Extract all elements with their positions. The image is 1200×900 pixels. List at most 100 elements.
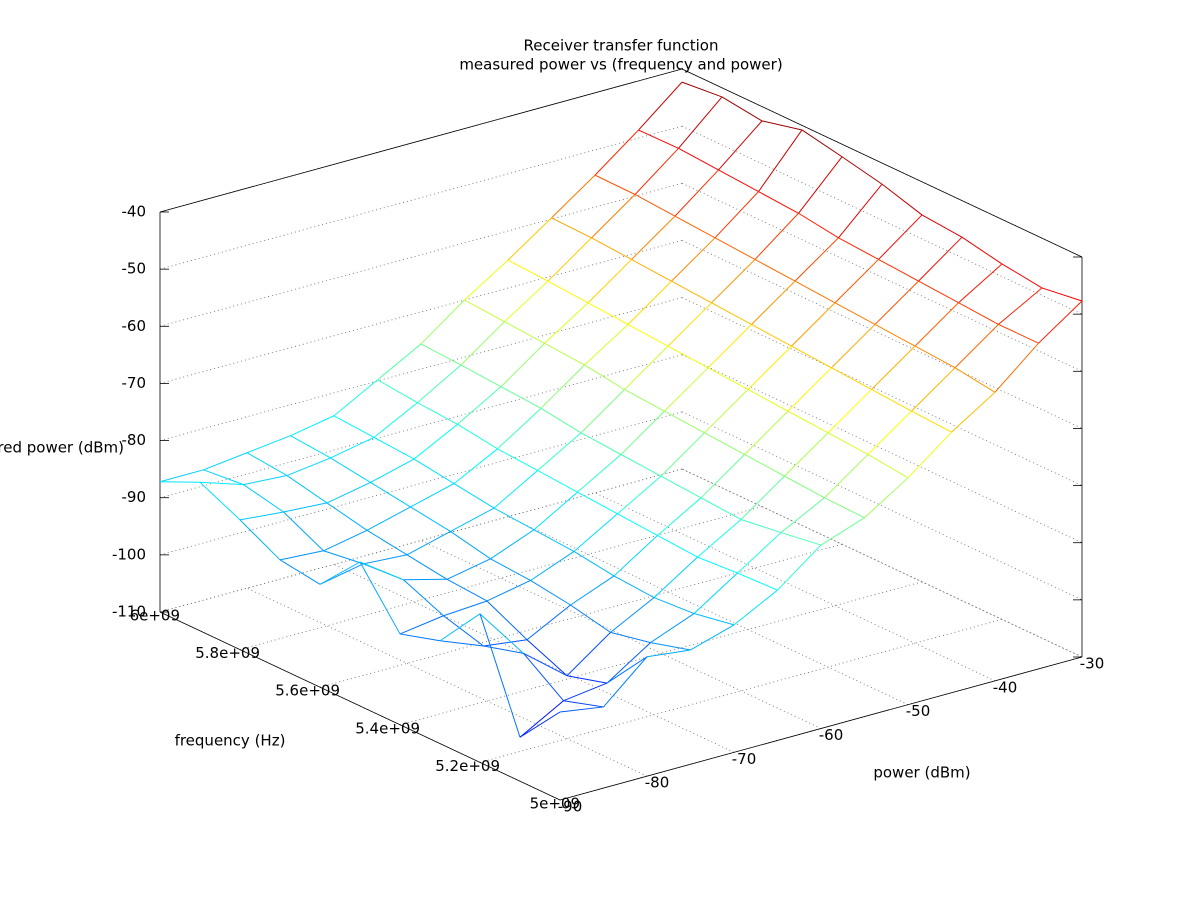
surface-segment <box>570 604 611 633</box>
surface-segment <box>417 402 458 425</box>
surface-segment <box>758 191 799 214</box>
surface-segment <box>507 259 549 282</box>
surface-segment <box>246 435 291 454</box>
surface-segment <box>678 147 719 171</box>
surface-segment <box>613 535 658 577</box>
surface-segment <box>551 217 592 239</box>
surface-segment <box>878 214 923 260</box>
surface-segment <box>697 519 742 558</box>
surface-segment <box>479 613 524 654</box>
surface-segment <box>594 129 639 176</box>
surface-segment <box>697 556 738 574</box>
surface-segment <box>660 475 702 499</box>
surface-segment <box>718 120 763 171</box>
surface-segment <box>239 511 284 521</box>
surface-segment <box>606 656 648 684</box>
surface-segment <box>577 454 622 493</box>
y-tick-label: 5.8e+09 <box>195 644 260 662</box>
surface-segment <box>239 519 281 561</box>
surface-segment <box>403 579 444 617</box>
surface-segment <box>707 367 749 390</box>
surface-segment <box>573 513 618 552</box>
surface-segment <box>631 259 672 282</box>
surface-segment <box>667 345 709 369</box>
surface-segment <box>363 554 408 565</box>
surface-segment <box>718 169 759 193</box>
surface-segment <box>279 559 321 585</box>
z-grid-line <box>159 182 683 327</box>
surface-segment <box>671 237 716 282</box>
surface-segment <box>203 452 248 471</box>
surface-segment <box>279 550 324 561</box>
surface-segment <box>664 410 705 434</box>
surface-segment <box>533 491 578 531</box>
x-tick-label: -70 <box>732 750 757 768</box>
surface-segment <box>159 469 204 483</box>
chart-title: Receiver transfer function <box>524 37 719 55</box>
surface-segment <box>603 656 648 708</box>
surface-segment <box>406 531 451 556</box>
surface-segment <box>370 458 415 483</box>
surface-segment <box>547 280 589 304</box>
surface-segment <box>914 302 959 347</box>
surface-segment <box>594 174 636 195</box>
surface-segment <box>758 129 803 192</box>
surface-segment <box>243 484 284 513</box>
surface-segment <box>159 481 201 483</box>
surface-segment <box>544 302 589 344</box>
surface-segment <box>1001 263 1043 289</box>
surface-segment <box>780 497 825 533</box>
surface-segment <box>573 550 615 577</box>
surface-segment <box>326 502 368 531</box>
x-grid-line <box>246 587 648 777</box>
y-tick-label: 5.2e+09 <box>435 757 500 775</box>
surface-segment <box>460 364 502 388</box>
surface-segment <box>787 367 832 412</box>
surface-segment <box>610 597 655 633</box>
surface-segment <box>998 323 1039 344</box>
surface-segment <box>744 454 785 477</box>
surface-segment <box>801 129 843 158</box>
label-layer: -90 -80 -70 -60 -50 -40 -30 5e+09 5.2e+09 5.4e+09… <box>112 203 1104 816</box>
x-tick-label: -40 <box>993 678 1018 696</box>
surface-segment <box>507 217 552 261</box>
surface-segment <box>580 389 625 434</box>
surface-segment <box>881 183 923 216</box>
z-tick-label: -70 <box>122 374 147 392</box>
surface-segment <box>540 407 582 434</box>
surface-segment <box>413 458 455 485</box>
surface-segment <box>631 215 676 260</box>
surface-segment <box>867 410 912 455</box>
surface-segment <box>911 367 956 412</box>
surface-segment <box>319 563 364 585</box>
surface-segment <box>657 497 702 536</box>
surface-segment <box>704 389 749 434</box>
surface-segment <box>650 642 691 651</box>
surface-segment <box>827 432 869 455</box>
z-grid-line <box>681 297 1083 486</box>
surface-segment <box>457 386 502 425</box>
surface-segment <box>591 194 636 239</box>
surface-segment <box>954 367 996 393</box>
surface-segment <box>519 711 561 738</box>
z-grid-line <box>159 468 683 613</box>
surface-segment <box>707 324 752 369</box>
z-grid-line <box>159 240 683 384</box>
z-grid-line <box>159 125 683 270</box>
surface-segment <box>693 572 738 614</box>
box-edge <box>681 68 1083 258</box>
z-tick-label: -110 <box>112 603 146 621</box>
surface-segment <box>834 302 876 325</box>
surface-segment <box>523 653 564 702</box>
surface-segment <box>838 237 879 260</box>
z-tick-label: -50 <box>122 260 147 278</box>
box-edge <box>159 611 561 801</box>
surface-segment <box>620 454 662 477</box>
surface-segment <box>827 389 872 434</box>
surface-segment <box>591 237 632 260</box>
surface-segment <box>373 436 415 460</box>
surface-segment <box>838 183 883 239</box>
surface-segment <box>911 410 952 433</box>
surface-segment <box>714 237 756 260</box>
